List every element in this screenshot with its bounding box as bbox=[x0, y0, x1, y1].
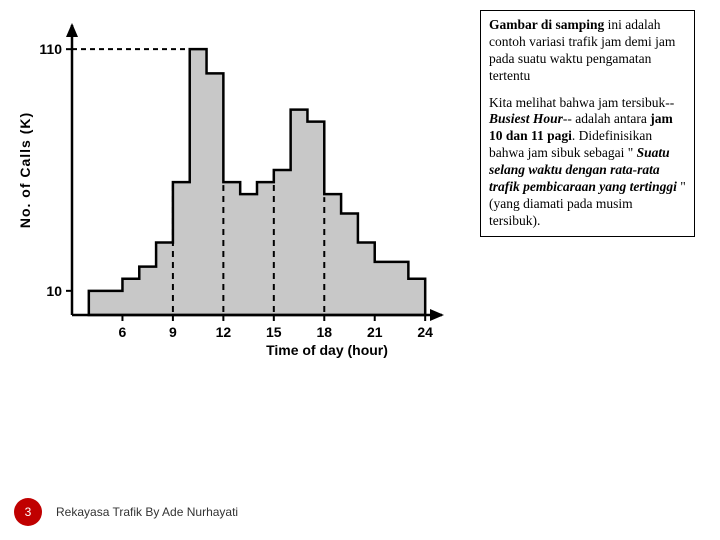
paragraph-2: Kita melihat bahwa jam tersibuk--Busiest… bbox=[489, 95, 686, 230]
svg-text:No. of Calls (K): No. of Calls (K) bbox=[17, 112, 33, 228]
credit-text: Rekayasa Trafik By Ade Nurhayati bbox=[56, 505, 238, 519]
page-number-badge: 3 bbox=[14, 498, 42, 526]
traffic-chart: 110 10 6 9 12 15 18 21 24 Time of day (hour) No. o… bbox=[12, 10, 462, 360]
svg-text:110: 110 bbox=[39, 41, 62, 57]
p2-a: Kita melihat bahwa jam tersibuk-- bbox=[489, 95, 674, 110]
svg-text:Time of day (hour): Time of day (hour) bbox=[266, 342, 388, 358]
slide: 110 10 6 9 12 15 18 21 24 Time of day (hour) No. o… bbox=[0, 0, 720, 540]
description-box: Gambar di samping ini adalah contoh vari… bbox=[480, 10, 695, 237]
svg-text:10: 10 bbox=[46, 283, 62, 299]
svg-text:9: 9 bbox=[169, 324, 177, 340]
p2-b: -- adalah antara bbox=[563, 111, 650, 126]
chart-svg: 110 10 6 9 12 15 18 21 24 Time of day (hour) No. o… bbox=[12, 10, 462, 360]
svg-text:12: 12 bbox=[216, 324, 232, 340]
p1-strong: Gambar di samping bbox=[489, 17, 604, 32]
svg-text:21: 21 bbox=[367, 324, 383, 340]
svg-text:6: 6 bbox=[119, 324, 127, 340]
svg-text:15: 15 bbox=[266, 324, 282, 340]
p2-em1: Busiest Hour bbox=[489, 111, 563, 126]
paragraph-1: Gambar di samping ini adalah contoh vari… bbox=[489, 17, 686, 85]
svg-text:18: 18 bbox=[316, 324, 332, 340]
footer: 3 Rekayasa Trafik By Ade Nurhayati bbox=[14, 498, 238, 526]
svg-text:24: 24 bbox=[417, 324, 433, 340]
